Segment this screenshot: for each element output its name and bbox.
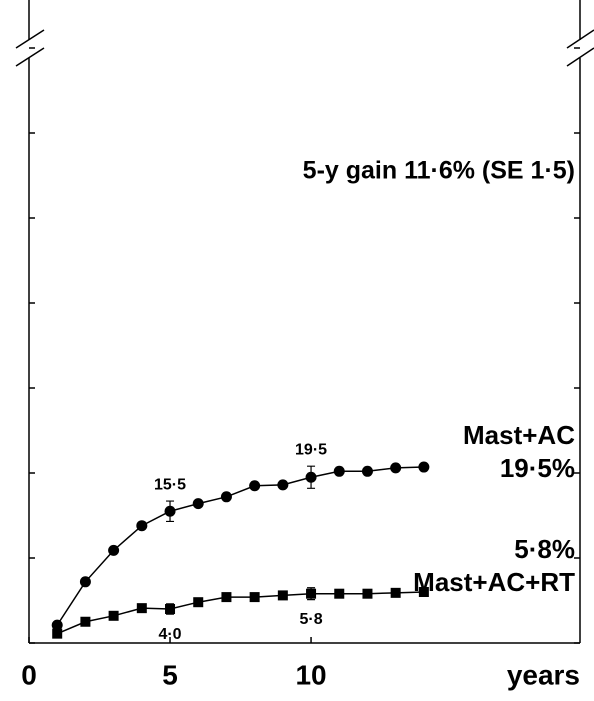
- point: [136, 520, 148, 532]
- x-tick-label: 5: [162, 659, 178, 690]
- point: [361, 465, 373, 477]
- value-label: 5·8: [299, 611, 322, 628]
- point: [220, 491, 232, 503]
- x-axis-label: years: [507, 659, 580, 690]
- point: [193, 597, 204, 608]
- break-mark: [15, 29, 45, 49]
- point: [165, 604, 176, 614]
- point: [80, 616, 91, 627]
- point: [79, 576, 91, 588]
- x-tick-label: 0: [21, 659, 37, 690]
- point: [306, 588, 317, 599]
- point: [108, 610, 119, 621]
- break-mark: [566, 29, 594, 49]
- point: [136, 603, 147, 614]
- point: [362, 588, 373, 599]
- point: [164, 505, 176, 517]
- point: [51, 619, 63, 631]
- point: [108, 544, 120, 556]
- point: [192, 498, 204, 510]
- value-label: 15·5: [154, 476, 186, 493]
- point: [249, 480, 261, 492]
- chart-title: 5-y gain 11·6% (SE 1·5): [303, 157, 575, 185]
- legend-label: Mast+AC+RT: [413, 567, 575, 597]
- point: [418, 461, 430, 473]
- point: [418, 587, 429, 597]
- axis-frame: [15, 0, 594, 644]
- end-label: 19·5%: [500, 453, 575, 483]
- point: [390, 587, 401, 598]
- value-label: 19·5: [295, 441, 327, 458]
- point: [333, 465, 345, 477]
- point: [334, 588, 345, 599]
- value-label: 4·0: [158, 626, 181, 643]
- point: [249, 592, 260, 603]
- break-mark: [566, 47, 594, 67]
- point: [277, 590, 288, 601]
- break-mark: [15, 47, 45, 67]
- point: [390, 462, 402, 474]
- end-label: 5·8%: [514, 534, 575, 564]
- point: [305, 471, 317, 483]
- point: [221, 592, 232, 603]
- point: [277, 479, 289, 491]
- legend-label: Mast+AC: [463, 420, 575, 450]
- x-tick-label: 10: [295, 659, 326, 690]
- point: [52, 628, 63, 639]
